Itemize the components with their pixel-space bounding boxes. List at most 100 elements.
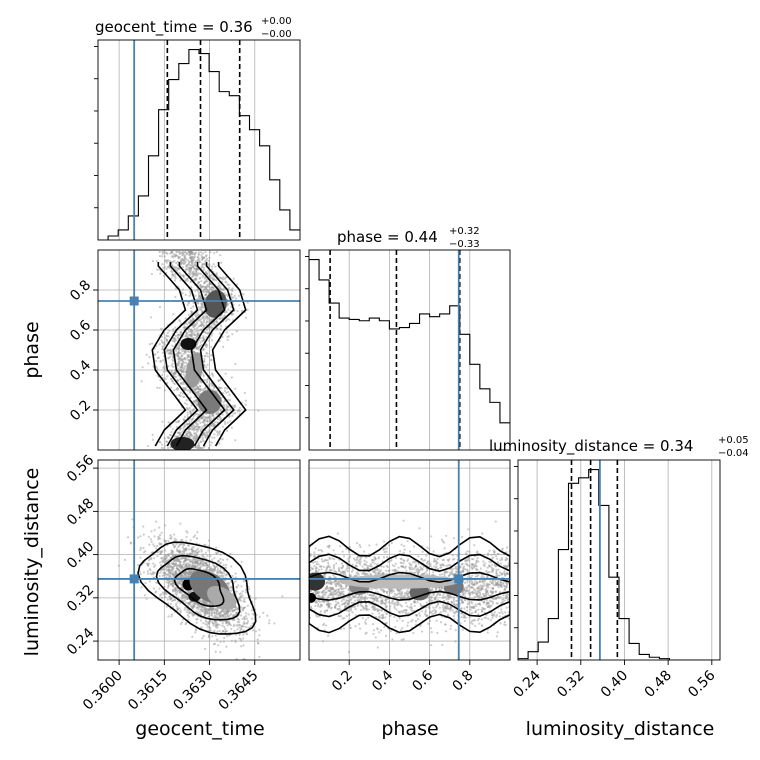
scatter-point: [211, 436, 214, 439]
scatter-point: [209, 415, 212, 418]
scatter-point: [226, 304, 229, 307]
scatter-point: [201, 438, 204, 441]
scatter-point: [186, 432, 189, 435]
scatter-point: [200, 253, 203, 257]
scatter-point: [232, 609, 235, 612]
scatter-point: [201, 275, 204, 279]
scatter-point: [183, 366, 186, 370]
scatter-point: [171, 428, 174, 431]
scatter-point: [190, 404, 193, 407]
scatter-point: [192, 263, 195, 266]
scatter-point: [159, 441, 162, 444]
scatter-point: [164, 251, 167, 254]
scatter-point: [186, 558, 189, 561]
scatter-point: [199, 440, 202, 444]
scatter-point: [251, 629, 255, 632]
scatter-point: [158, 250, 161, 254]
scatter-point: [164, 524, 167, 527]
scatter-point: [224, 627, 227, 631]
scatter-point: [234, 606, 237, 609]
scatter-point: [207, 565, 210, 568]
scatter-point: [219, 557, 222, 561]
scatter-point: [185, 621, 188, 624]
scatter-point: [193, 400, 196, 403]
scatter-point: [202, 440, 205, 443]
scatter-point: [193, 566, 196, 569]
scatter-point: [199, 284, 202, 287]
scatter-point: [182, 562, 185, 565]
scatter-point: [180, 591, 183, 594]
scatter-point: [168, 259, 171, 263]
scatter-point: [241, 609, 245, 612]
scatter-point: [171, 599, 174, 602]
scatter-point: [181, 292, 184, 295]
scatter-point: [188, 406, 191, 410]
ylabel-phase: phase: [21, 321, 43, 378]
panel-1-1-grid: [348, 250, 471, 450]
scatter-point: [239, 628, 242, 631]
scatter-point: [170, 615, 173, 618]
scatter-point: [117, 564, 120, 567]
scatter-point: [179, 557, 182, 560]
scatter-point: [244, 403, 247, 406]
xlabel-phase: phase: [381, 718, 438, 740]
scatter-point: [168, 537, 172, 540]
scatter-point: [202, 266, 206, 269]
scatter-point: [172, 328, 175, 331]
scatter-point: [205, 607, 208, 610]
scatter-point: [210, 614, 213, 617]
scatter-point: [213, 322, 216, 325]
scatter-point: [202, 389, 205, 392]
scatter-point: [180, 538, 183, 542]
scatter-point: [179, 382, 182, 385]
scatter-point: [245, 316, 248, 319]
title-geocent-time-sup: +0.00: [261, 16, 292, 27]
scatter-point: [185, 566, 188, 569]
scatter-point: [208, 262, 211, 266]
scatter-point: [201, 416, 204, 419]
scatter-point: [234, 580, 237, 583]
scatter-point: [187, 313, 190, 316]
scatter-point: [166, 436, 169, 439]
scatter-point: [166, 446, 170, 450]
scatter-point: [197, 325, 200, 328]
scatter-point: [250, 624, 253, 628]
scatter-point: [161, 252, 164, 256]
title-phase-sup: +0.32: [449, 226, 480, 237]
scatter-point: [208, 264, 211, 267]
scatter-point: [152, 573, 155, 576]
scatter-point: [203, 262, 206, 265]
scatter-point: [162, 556, 165, 559]
scatter-point: [181, 593, 184, 596]
scatter-point: [225, 311, 228, 314]
scatter-point: [203, 281, 206, 284]
scatter-point: [228, 582, 231, 585]
scatter-point: [175, 261, 178, 265]
scatter-point: [187, 564, 190, 568]
scatter-point: [204, 379, 207, 382]
scatter-point: [176, 263, 179, 267]
scatter-point: [196, 327, 199, 330]
scatter-point: [191, 561, 195, 564]
scatter-point: [190, 266, 193, 270]
scatter-point: [213, 433, 216, 436]
scatter-point: [208, 425, 211, 429]
scatter-point: [210, 441, 214, 444]
scatter-point: [172, 260, 175, 264]
scatter-point: [160, 543, 163, 546]
scatter-point: [195, 424, 198, 427]
scatter-point: [207, 415, 210, 418]
scatter-point: [191, 635, 194, 638]
scatter-point: [228, 283, 231, 286]
ylabel-luminosity-distance: luminosity_distance: [21, 468, 43, 657]
scatter-point: [177, 347, 180, 350]
scatter-point: [206, 625, 209, 628]
scatter-point: [187, 272, 191, 275]
scatter-point: [123, 558, 127, 561]
scatter-point: [182, 373, 186, 376]
scatter-point: [215, 272, 218, 275]
scatter-point: [205, 351, 208, 355]
scatter-point: [209, 444, 212, 447]
scatter-point: [200, 446, 203, 450]
scatter-point: [211, 373, 214, 376]
